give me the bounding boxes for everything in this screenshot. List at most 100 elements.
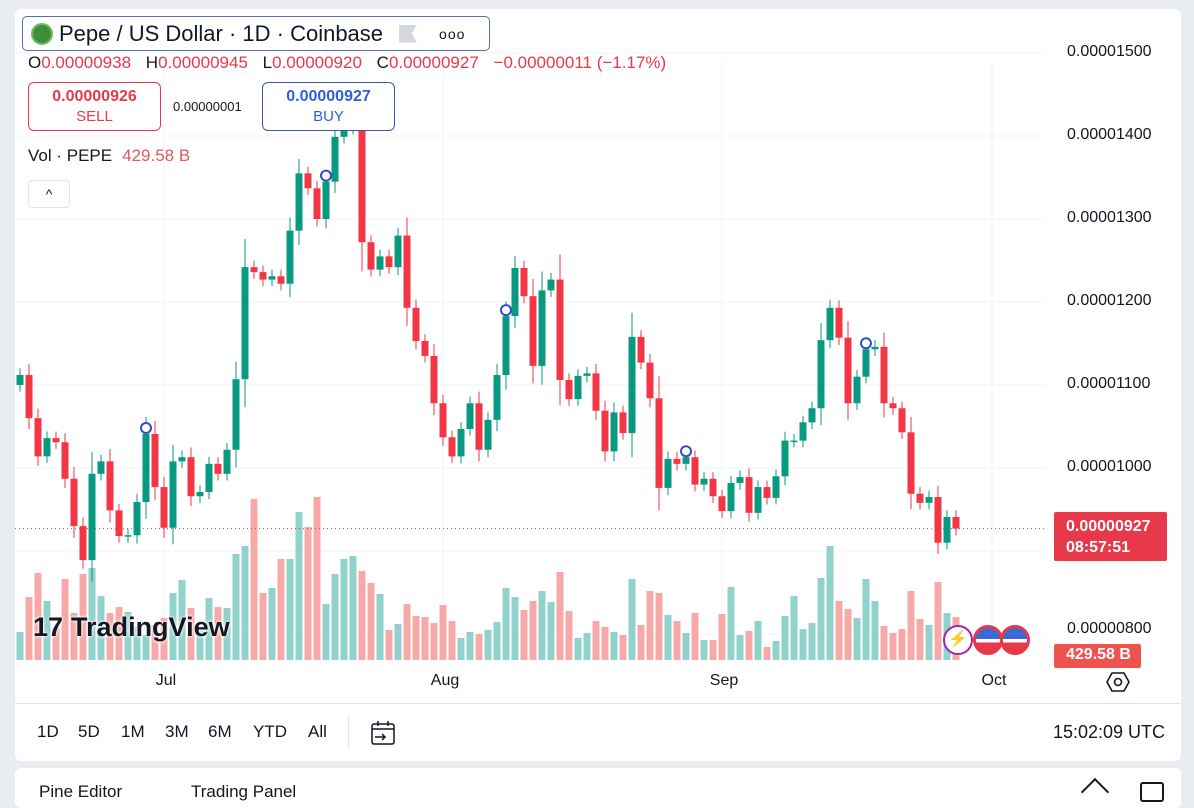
candle-body — [817, 340, 825, 409]
candle-body — [205, 463, 213, 493]
candle-body — [889, 403, 897, 409]
volume-bar — [394, 624, 402, 660]
range-all-button[interactable]: All — [308, 722, 327, 741]
us-flag-event-icon[interactable] — [1000, 625, 1030, 655]
volume-bar — [574, 638, 582, 660]
high-value: 0.00000945 — [158, 53, 248, 72]
more-options-icon[interactable]: ooo — [439, 25, 466, 42]
tab-trading-panel[interactable]: Trading Panel — [191, 782, 297, 801]
volume-bar — [232, 554, 240, 660]
symbol-legend[interactable]: Pepe / US Dollar · 1D · Coinbase ooo — [22, 16, 490, 51]
candle-body — [214, 463, 222, 474]
volume-bar — [178, 580, 186, 660]
candle-body — [340, 127, 348, 137]
volume-label: Vol · PEPE — [28, 146, 113, 165]
volume-legend[interactable]: Vol · PEPE 429.58 B — [28, 146, 190, 166]
candle-body — [61, 442, 69, 479]
chart-settings-icon[interactable] — [1106, 670, 1130, 694]
candle-body — [457, 428, 465, 457]
volume-bar — [322, 604, 330, 660]
volume-bar — [898, 629, 906, 660]
volume-bar — [772, 641, 780, 660]
candle-body — [268, 276, 276, 280]
range-3m-button[interactable]: 3M — [165, 722, 189, 741]
volume-bar — [556, 572, 564, 660]
tab-pine-editor[interactable]: Pine Editor — [39, 782, 123, 801]
volume-bar — [763, 647, 771, 660]
candle-body — [565, 380, 573, 400]
range-ytd-button[interactable]: YTD — [253, 722, 287, 741]
time-tick: Jul — [155, 672, 177, 689]
volume-bar — [79, 574, 87, 660]
candle-body — [466, 403, 474, 429]
event-marker — [860, 337, 872, 350]
candle-body — [700, 478, 708, 485]
candle-body — [619, 412, 627, 434]
candle-body — [142, 433, 150, 503]
volume-bar — [493, 622, 501, 660]
volume-bar — [547, 602, 555, 660]
candle-body — [862, 349, 870, 377]
chevron-up-icon[interactable] — [1080, 777, 1110, 807]
candle-body — [574, 375, 582, 400]
candle-body — [538, 290, 546, 366]
candle-body — [916, 493, 924, 503]
candle-body — [151, 433, 159, 488]
volume-bar — [529, 601, 537, 660]
candle-body — [475, 403, 483, 450]
candle-body — [133, 502, 141, 536]
utc-clock[interactable]: 15:02:09 UTC — [1052, 722, 1165, 742]
tradingview-logo[interactable]: 17 TradingView — [33, 612, 230, 643]
volume-bar — [214, 607, 222, 660]
maximize-icon[interactable] — [1140, 782, 1164, 802]
volume-bar — [25, 597, 33, 660]
candle-body — [259, 272, 267, 280]
candlestick-chart[interactable] — [0, 0, 1050, 665]
close-value: 0.00000927 — [388, 53, 479, 72]
volume-bar — [457, 638, 465, 660]
range-5d-button[interactable]: 5D — [78, 722, 100, 741]
candle-body — [529, 296, 537, 366]
range-1d-button[interactable]: 1D — [37, 722, 59, 741]
volume-bar — [565, 611, 573, 660]
volume-bar — [583, 633, 591, 660]
range-6m-button[interactable]: 6M — [208, 722, 232, 741]
volume-bar — [115, 607, 123, 660]
volume-bar — [88, 568, 96, 660]
buy-button[interactable]: 0.00000927 BUY — [262, 82, 395, 131]
candle-body — [97, 461, 105, 474]
volume-bar — [412, 616, 420, 660]
sell-label: SELL — [76, 108, 113, 125]
candle-body — [358, 125, 366, 243]
volume-bar — [421, 617, 429, 660]
candle-body — [790, 440, 798, 443]
buy-label: BUY — [313, 108, 344, 125]
flag-icon[interactable] — [399, 24, 418, 43]
candle-body — [745, 477, 753, 513]
candle-body — [106, 461, 114, 511]
candle-body — [250, 267, 258, 273]
volume-bar — [70, 613, 78, 660]
change-value: −0.00000011 (−1.17%) — [493, 53, 667, 72]
sell-button[interactable]: 0.00000926 SELL — [28, 82, 161, 131]
candle-body — [601, 410, 609, 452]
price-tick: 0.00001500 — [1067, 43, 1152, 60]
candle-body — [880, 346, 888, 404]
ohlc-values: O0.00000938 H0.00000945 L0.00000920 C0.0… — [28, 53, 676, 73]
calendar-goto-date-icon[interactable] — [369, 719, 397, 747]
toolbar-divider — [348, 716, 349, 748]
range-1m-button[interactable]: 1M — [121, 722, 145, 741]
last-volume-label: 429.58 B — [1054, 644, 1141, 668]
volume-bar — [664, 615, 672, 660]
volume-bar — [601, 627, 609, 660]
spread-value: 0.00000001 — [173, 99, 242, 114]
candle-body — [898, 408, 906, 433]
volume-bar — [709, 640, 717, 660]
us-flag-event-icon[interactable] — [973, 625, 1003, 655]
lightning-event-icon[interactable]: ⚡ — [943, 625, 973, 655]
candle-body — [772, 476, 780, 498]
collapse-legend-button[interactable]: ^ — [28, 180, 70, 208]
candle-body — [925, 497, 933, 503]
volume-bar — [475, 634, 483, 660]
candle-body — [295, 173, 303, 231]
